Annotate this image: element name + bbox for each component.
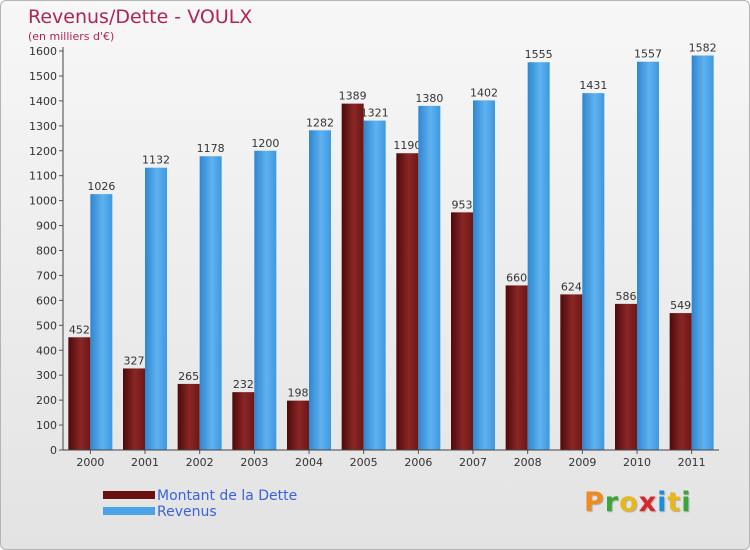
debt-bar <box>177 383 200 450</box>
y-tick-label: 1600 <box>29 45 57 58</box>
revenue-bar <box>90 194 113 450</box>
debt-bar <box>451 212 473 450</box>
debt-bar <box>68 337 91 450</box>
revenue-bar <box>309 130 331 450</box>
y-tick-label: 600 <box>36 294 57 307</box>
x-tick-label: 2003 <box>240 456 268 469</box>
revenue-bar-label: 1557 <box>634 48 662 61</box>
debt-bar-label: 549 <box>670 299 691 312</box>
logo-letter: i <box>681 487 692 518</box>
x-tick-label: 2002 <box>186 456 214 469</box>
logo-letter: o <box>619 487 639 518</box>
revenue-bar <box>527 62 550 451</box>
y-tick-label: 700 <box>36 269 57 282</box>
debt-bar-label: 660 <box>506 271 527 284</box>
logo-letter: r <box>604 487 620 518</box>
revenue-bar <box>199 156 222 450</box>
debt-bar-label: 198 <box>288 387 309 400</box>
y-tick-label: 200 <box>36 394 57 407</box>
logo-letter: i <box>657 487 668 518</box>
y-tick-label: 1000 <box>29 195 57 208</box>
legend-swatch-revenus <box>103 507 155 515</box>
debt-bar-label: 624 <box>561 280 582 293</box>
x-tick-label: 2007 <box>459 456 487 469</box>
revenue-bar-label: 1178 <box>197 142 225 155</box>
y-tick-label: 0 <box>50 444 57 457</box>
legend-swatch-dette <box>103 491 155 499</box>
y-tick-label: 800 <box>36 245 57 258</box>
x-tick-label: 2000 <box>76 456 104 469</box>
x-tick-label: 2011 <box>678 456 706 469</box>
debt-bar-label: 1190 <box>393 139 421 152</box>
y-tick-label: 300 <box>36 369 57 382</box>
logo-letter: P <box>584 487 605 518</box>
debt-bar-label: 1389 <box>339 90 367 103</box>
revenue-bar-label: 1402 <box>470 86 498 99</box>
revenue-bar-label: 1132 <box>142 154 170 167</box>
revenue-bar-label: 1555 <box>525 48 553 61</box>
x-tick-label: 2008 <box>514 456 542 469</box>
debt-bar <box>232 392 255 450</box>
debt-bar-label: 327 <box>124 354 145 367</box>
chart-subtitle: (en milliers d'€) <box>28 30 115 43</box>
debt-bar-label: 265 <box>178 370 199 383</box>
revenue-bar <box>691 55 714 451</box>
revenue-bar <box>418 105 441 451</box>
y-tick-label: 1400 <box>29 95 57 108</box>
debt-bar-label: 586 <box>616 290 637 303</box>
revenue-bar <box>637 61 659 451</box>
revenue-bar <box>363 120 386 450</box>
debt-bar <box>560 294 583 450</box>
x-tick-label: 2004 <box>295 456 323 469</box>
y-tick-label: 1500 <box>29 70 57 83</box>
revenue-bar <box>582 93 605 450</box>
legend-label-dette: Montant de la Dette <box>157 488 298 504</box>
y-tick-label: 500 <box>36 319 57 332</box>
debt-bar <box>396 153 419 450</box>
revenue-bar-label: 1200 <box>251 137 279 150</box>
revenue-bar-label: 1321 <box>361 107 389 120</box>
debt-bar <box>287 400 309 450</box>
debt-bar <box>123 368 145 450</box>
debt-bar <box>669 313 692 450</box>
proxiti-logo: Proxiti <box>584 487 692 518</box>
debt-bar-label: 232 <box>233 378 254 391</box>
revenue-bar-label: 1282 <box>306 116 334 129</box>
debt-bar-label: 953 <box>452 198 473 211</box>
y-tick-label: 100 <box>36 419 57 432</box>
debt-bar <box>505 285 528 450</box>
x-tick-label: 2009 <box>568 456 596 469</box>
y-tick-label: 400 <box>36 344 57 357</box>
revenue-bar <box>473 100 495 450</box>
logo-letter: x <box>638 487 658 518</box>
revenue-bar-label: 1582 <box>689 41 717 54</box>
revenue-bar-label: 1026 <box>87 180 115 193</box>
revenue-bar <box>254 150 277 450</box>
y-tick-label: 1200 <box>29 145 57 158</box>
debt-bar-label: 452 <box>69 323 90 336</box>
revenue-bar-label: 1380 <box>415 92 443 105</box>
legend-label-revenus: Revenus <box>157 504 217 520</box>
revenue-bar-label: 1431 <box>579 79 607 92</box>
y-tick-label: 1300 <box>29 120 57 133</box>
debt-bar <box>615 303 637 450</box>
x-tick-label: 2010 <box>623 456 651 469</box>
x-tick-label: 2005 <box>350 456 378 469</box>
y-tick-label: 900 <box>36 220 57 233</box>
revenue-bar <box>145 167 167 450</box>
debt-bar <box>341 103 364 450</box>
x-tick-label: 2001 <box>131 456 159 469</box>
logo-letter: t <box>667 487 682 518</box>
chart-title: Revenus/Dette - VOULX <box>28 6 253 28</box>
x-tick-label: 2006 <box>404 456 432 469</box>
y-tick-label: 1100 <box>29 170 57 183</box>
